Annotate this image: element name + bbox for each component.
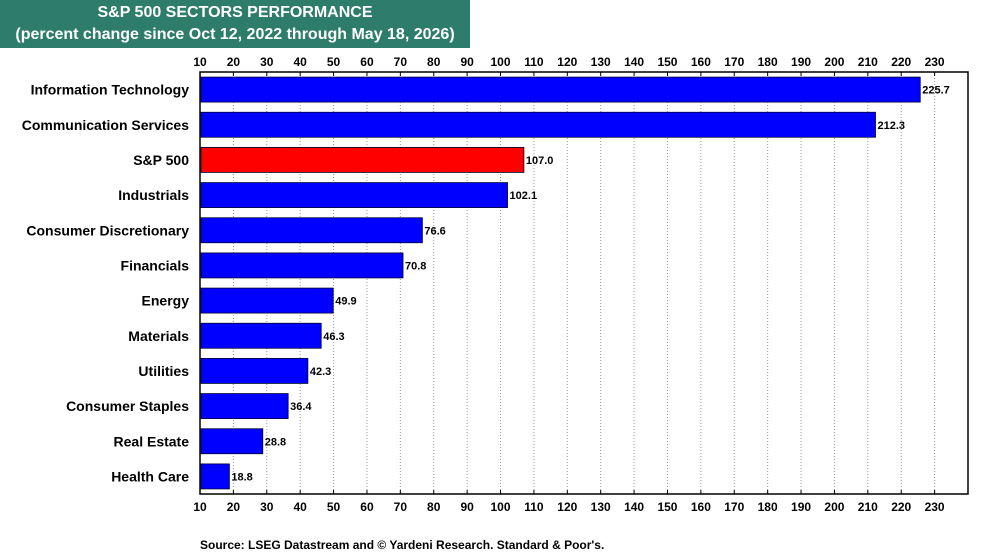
x-tick-label-top: 210 (858, 55, 878, 69)
x-tick-label-bottom: 140 (624, 500, 644, 514)
data-label: 18.8 (231, 471, 252, 483)
data-label: 102.1 (510, 190, 538, 202)
x-tick-label-bottom: 150 (657, 500, 677, 514)
x-tick-label-top: 230 (925, 55, 945, 69)
x-tick-label-top: 90 (460, 55, 474, 69)
x-tick-label-bottom: 70 (394, 500, 408, 514)
bar (200, 428, 264, 455)
bar (200, 463, 230, 490)
x-tick-label-bottom: 160 (691, 500, 711, 514)
chart-subtitle: (percent change since Oct 12, 2022 throu… (15, 26, 455, 43)
chart-title-box: S&P 500 SECTORS PERFORMANCE (percent cha… (0, 0, 470, 48)
x-tick-label-bottom: 80 (427, 500, 441, 514)
x-tick-label-top: 120 (557, 55, 577, 69)
x-tick-label-bottom: 30 (260, 500, 274, 514)
x-tick-label-bottom: 60 (360, 500, 374, 514)
x-tick-label-bottom: 100 (491, 500, 511, 514)
x-tick-label-top: 100 (491, 55, 511, 69)
data-label: 28.8 (265, 436, 286, 448)
grid-layer (199, 72, 936, 494)
data-label: 36.4 (290, 401, 312, 413)
bar (200, 217, 423, 244)
x-tick-label-top: 220 (891, 55, 911, 69)
bar-highlight (200, 147, 525, 173)
x-tick-label-bottom: 230 (925, 500, 945, 514)
category-label: Communication Services (22, 117, 189, 133)
x-tick-label-bottom: 120 (557, 500, 577, 514)
category-label: Real Estate (114, 433, 190, 449)
bar (200, 76, 921, 103)
data-label: 76.6 (424, 225, 445, 237)
x-tick-label-top: 60 (360, 55, 374, 69)
chart-title: S&P 500 SECTORS PERFORMANCE (97, 4, 373, 21)
bar (200, 287, 334, 314)
bar (200, 182, 508, 208)
x-tick-label-top: 20 (227, 55, 241, 69)
data-label: 46.3 (323, 331, 344, 343)
bar (200, 252, 404, 279)
category-label: Utilities (138, 363, 189, 379)
x-tick-label-top: 170 (724, 55, 744, 69)
data-label: 107.0 (526, 155, 554, 167)
data-label: 42.3 (310, 366, 331, 378)
data-label: 70.8 (405, 260, 426, 272)
category-label: Industrials (118, 187, 189, 203)
x-tick-label-bottom: 10 (193, 500, 207, 514)
category-label: Health Care (111, 468, 189, 484)
category-label: Consumer Staples (66, 398, 189, 414)
x-tick-label-bottom: 220 (891, 500, 911, 514)
x-tick-label-top: 200 (824, 55, 844, 69)
bar (200, 111, 876, 138)
category-label: S&P 500 (133, 152, 189, 168)
x-tick-label-top: 180 (758, 55, 778, 69)
x-tick-label-top: 130 (591, 55, 611, 69)
category-label: Energy (142, 293, 190, 309)
data-label: 212.3 (878, 120, 906, 132)
x-tick-label-top: 140 (624, 55, 644, 69)
x-tick-label-top: 50 (327, 55, 341, 69)
source-note: Source: LSEG Datastream and © Yardeni Re… (200, 538, 605, 552)
x-tick-label-top: 110 (524, 55, 544, 69)
x-tick-label-bottom: 200 (824, 500, 844, 514)
bar (200, 358, 309, 384)
x-tick-label-top: 40 (293, 55, 307, 69)
category-label: Financials (121, 257, 190, 273)
bar-layer (200, 76, 921, 490)
x-tick-label-bottom: 170 (724, 500, 744, 514)
x-tick-label-top: 160 (691, 55, 711, 69)
category-label: Information Technology (31, 82, 190, 98)
x-tick-label-top: 70 (394, 55, 408, 69)
bar (200, 393, 289, 419)
x-tick-label-bottom: 50 (327, 500, 341, 514)
x-tick-label-top: 10 (193, 55, 207, 69)
data-label: 225.7 (922, 85, 950, 97)
category-label: Materials (128, 328, 189, 344)
x-tick-label-top: 80 (427, 55, 441, 69)
x-tick-label-bottom: 110 (524, 500, 544, 514)
x-tick-label-top: 30 (260, 55, 274, 69)
x-tick-label-bottom: 90 (460, 500, 474, 514)
plot-frame (199, 71, 969, 495)
x-tick-label-bottom: 40 (293, 500, 307, 514)
category-label: Consumer Discretionary (26, 222, 189, 238)
x-tick-label-bottom: 180 (758, 500, 778, 514)
label-layer: 10 10 20 20 30 30 40 40 50 50 60 60 70 70 80 80 90 90 100 1… (22, 55, 950, 514)
x-tick-label-bottom: 190 (791, 500, 811, 514)
data-label: 49.9 (335, 296, 356, 308)
bar (200, 322, 322, 349)
x-tick-label-top: 150 (657, 55, 677, 69)
x-tick-label-bottom: 130 (591, 500, 611, 514)
x-tick-label-bottom: 210 (858, 500, 878, 514)
x-tick-label-top: 190 (791, 55, 811, 69)
x-tick-label-bottom: 20 (227, 500, 241, 514)
